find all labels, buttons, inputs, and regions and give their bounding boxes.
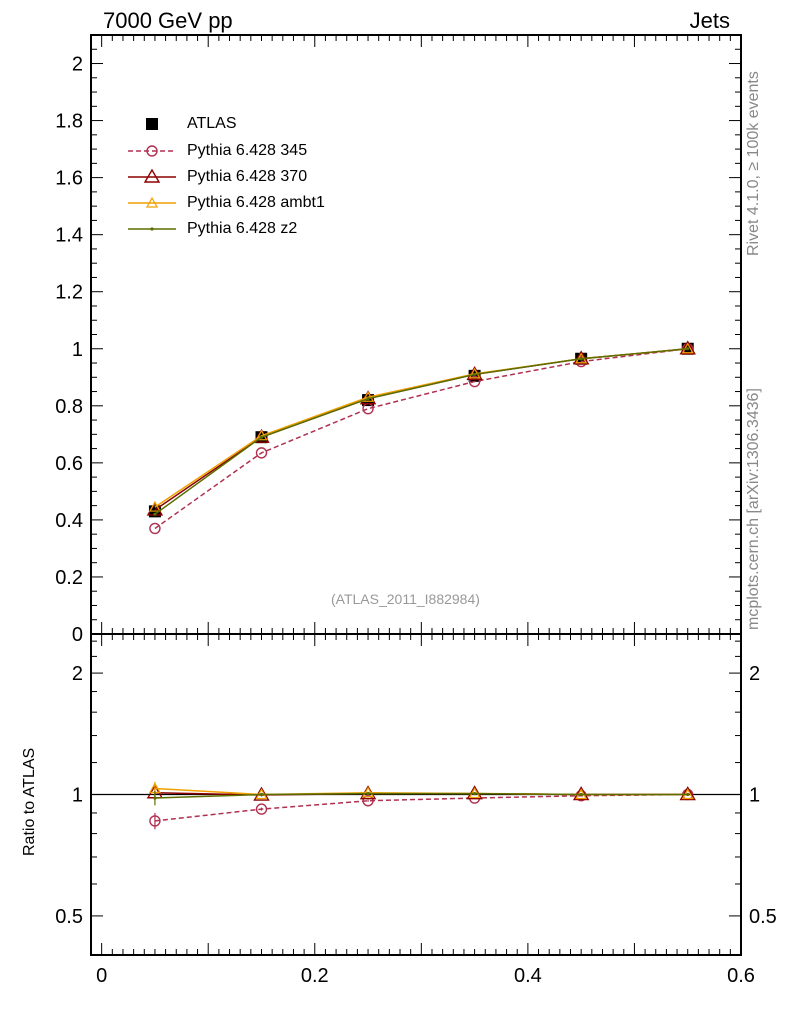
y-tick-label: 0.6 xyxy=(55,453,83,475)
process-label: Jets xyxy=(689,8,730,33)
ratio-point-z2 xyxy=(686,792,690,797)
y-tick-label: 2 xyxy=(72,54,83,76)
ratio-y-axis-label: Ratio to ATLAS xyxy=(21,747,38,856)
legend-marker-atlas xyxy=(146,118,158,130)
ratio-tick-label-left: 1 xyxy=(72,785,83,807)
data-point-p345 xyxy=(255,447,268,459)
series-line-z2 xyxy=(154,348,688,515)
ratio-point-z2 xyxy=(366,792,370,796)
main-panel-series xyxy=(146,340,696,535)
ratio-panel-series xyxy=(146,781,696,830)
ratio-point-p345 xyxy=(255,803,268,815)
ratio-point-p370 xyxy=(572,786,590,801)
data-point-z2 xyxy=(259,435,264,439)
data-point-ambt1 xyxy=(148,500,161,512)
source-label: mcplots.cern.ch [arXiv:1306.3436] xyxy=(745,388,762,630)
series-line-p345 xyxy=(154,348,688,530)
legend-label-p345: Pythia 6.428 345 xyxy=(187,142,308,159)
ratio-tick-label-right: 0.5 xyxy=(749,906,777,928)
data-point-ambt1 xyxy=(255,429,268,441)
data-point-p345 xyxy=(468,375,481,388)
main-panel-y-axis: 0 0.2 0.4 0.6 0.8 1 1.2 1.4 1.6 1.8 2 xyxy=(55,34,741,646)
energy-label: 7000 GeV pp xyxy=(103,8,233,33)
ratio-tick-label-left: 0.5 xyxy=(55,906,83,928)
y-tick-label: 0 xyxy=(72,624,83,646)
y-tick-label: 1.8 xyxy=(55,111,83,133)
data-point-z2 xyxy=(366,397,370,401)
x-tick-label: 0 xyxy=(96,965,107,987)
data-point-z2 xyxy=(579,357,583,361)
legend-markers xyxy=(128,118,176,231)
ratio-line-p345 xyxy=(154,793,688,822)
legend-marker-p345 xyxy=(146,145,158,157)
legend-marker-ambt1 xyxy=(145,196,159,208)
ratio-point-z2 xyxy=(259,792,264,797)
ratio-panel-y-axis: 0.5 0.5 1 1 2 2 xyxy=(55,640,777,928)
data-point-z2 xyxy=(686,347,690,351)
legend-label-z2: Pythia 6.428 z2 xyxy=(187,220,298,237)
legend-marker-p370 xyxy=(143,168,161,183)
ratio-line-z2 xyxy=(154,792,688,799)
data-point-ambt1 xyxy=(362,391,375,402)
data-point-p345 xyxy=(149,522,161,535)
ratio-point-p370 xyxy=(466,785,483,800)
legend-label-atlas: ATLAS xyxy=(187,115,237,132)
series-line-p370 xyxy=(154,348,688,511)
x-tick-label: 0.6 xyxy=(727,965,755,987)
ratio-tick-label-right: 2 xyxy=(749,663,760,685)
ratio-point-p370 xyxy=(679,786,696,801)
y-tick-label: 0.4 xyxy=(55,510,83,532)
y-tick-label: 1.2 xyxy=(55,282,83,304)
series-line-ambt1 xyxy=(154,348,688,508)
legend-label-p370: Pythia 6.428 370 xyxy=(187,168,308,185)
x-axis: 0 0.2 0.4 0.6 xyxy=(96,35,755,987)
x-tick-label: 0.4 xyxy=(514,965,542,987)
y-tick-label: 1 xyxy=(72,339,83,361)
legend-marker-z2 xyxy=(150,227,154,231)
ratio-point-z2 xyxy=(579,792,583,797)
y-tick-label: 0.8 xyxy=(55,396,83,418)
analysis-watermark: (ATLAS_2011_I882984) xyxy=(331,591,480,607)
data-point-z2 xyxy=(153,512,157,516)
ratio-point-ambt1 xyxy=(362,786,375,798)
ratio-tick-label-left: 2 xyxy=(72,663,83,685)
rivet-version-label: Rivet 4.1.0, ≥ 100k events xyxy=(745,71,762,256)
y-tick-label: 0.2 xyxy=(55,567,83,589)
data-point-z2 xyxy=(473,372,477,377)
ratio-point-z2 xyxy=(473,792,477,796)
legend-label-ambt1: Pythia 6.428 ambt1 xyxy=(187,194,325,211)
y-tick-label: 1.6 xyxy=(55,168,83,190)
data-point-p370 xyxy=(679,340,696,355)
ratio-tick-label-right: 1 xyxy=(749,785,760,807)
y-tick-label: 1.4 xyxy=(55,225,83,247)
ratio-point-z2 xyxy=(153,796,157,800)
x-tick-label: 0.2 xyxy=(301,965,329,987)
ratio-point-p345 xyxy=(149,815,161,827)
ratio-point-p345 xyxy=(362,795,374,807)
